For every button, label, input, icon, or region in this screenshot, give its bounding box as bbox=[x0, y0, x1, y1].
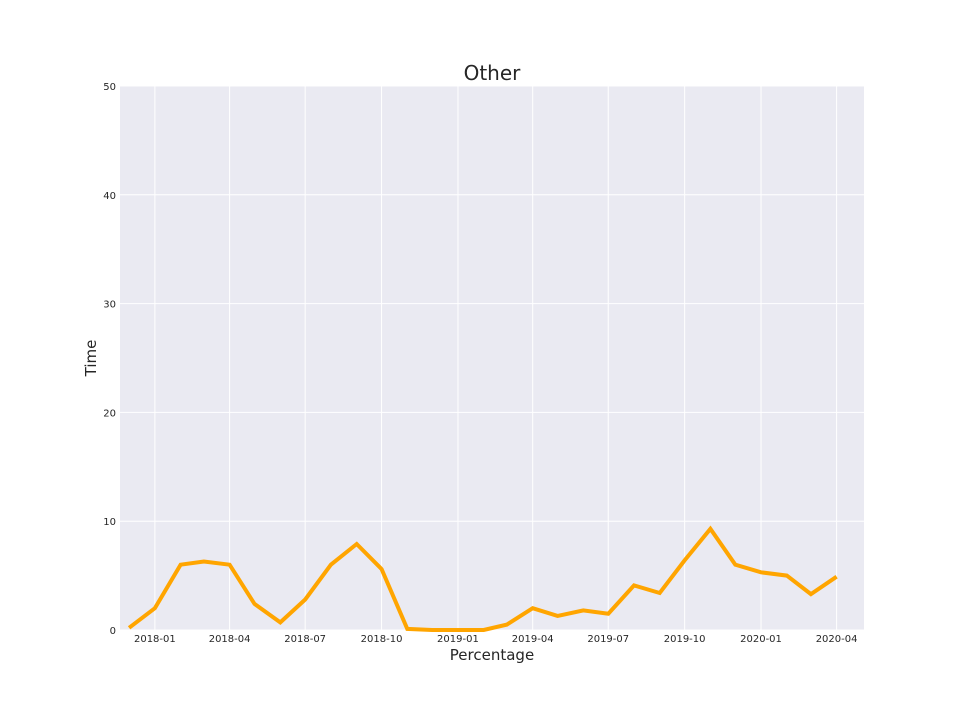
x-tick-label: 2019-01 bbox=[437, 634, 479, 645]
x-tick-label: 2019-04 bbox=[512, 634, 554, 645]
y-tick-label: 0 bbox=[110, 626, 116, 637]
y-tick-label: 50 bbox=[103, 82, 116, 93]
tick-labels: 0 10 20 30 40 50 2018-01 2018-04 2018-07 2018-10 2… bbox=[103, 82, 857, 645]
series-line bbox=[127, 525, 838, 632]
grid bbox=[120, 85, 864, 631]
x-tick-label: 2020-01 bbox=[740, 634, 782, 645]
x-tick-label: 2018-04 bbox=[209, 634, 251, 645]
x-tick-label: 2020-04 bbox=[816, 634, 858, 645]
y-tick-label: 30 bbox=[103, 300, 116, 311]
y-axis-label: Time bbox=[82, 340, 100, 378]
x-tick-label: 2019-07 bbox=[587, 634, 629, 645]
x-axis-label: Percentage bbox=[450, 646, 534, 664]
plot-background bbox=[120, 86, 864, 630]
series-group bbox=[127, 525, 838, 632]
chart-title: Other bbox=[464, 61, 522, 85]
x-tick-label: 2018-01 bbox=[134, 634, 176, 645]
y-tick-label: 20 bbox=[103, 408, 116, 419]
y-tick-label: 10 bbox=[103, 517, 116, 528]
x-tick-label: 2018-07 bbox=[284, 634, 326, 645]
y-tick-label: 40 bbox=[103, 191, 116, 202]
x-tick-label: 2018-10 bbox=[361, 634, 403, 645]
x-tick-label: 2019-10 bbox=[664, 634, 706, 645]
